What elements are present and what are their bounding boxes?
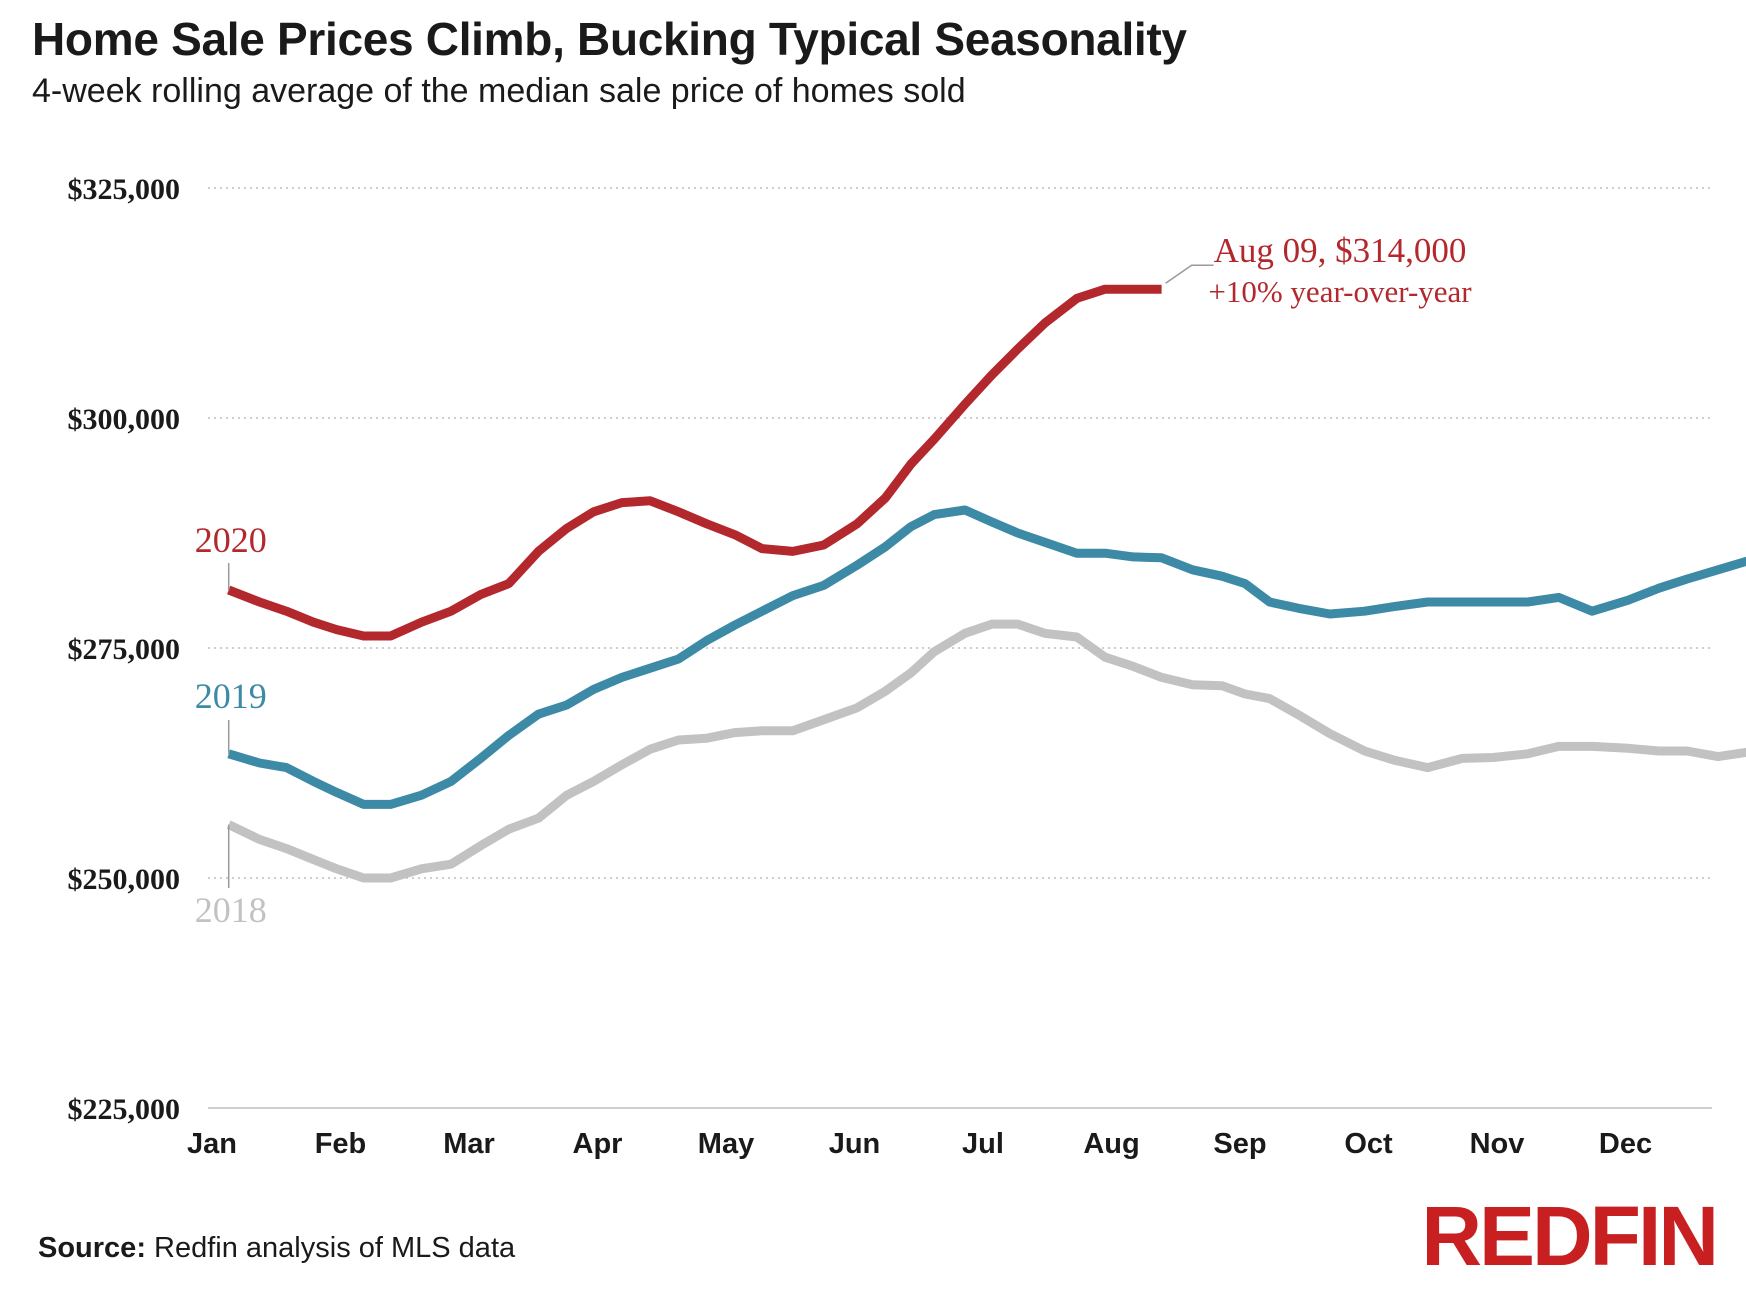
series-label-2018: 2018 <box>195 890 267 930</box>
annotation-line1: Aug 09, $314,000 <box>1214 231 1467 270</box>
x-tick-label: May <box>698 1128 754 1160</box>
x-tick-label: Sep <box>1213 1128 1266 1160</box>
x-tick-label: Feb <box>315 1128 367 1160</box>
x-tick-label: Nov <box>1470 1128 1525 1160</box>
series-lines <box>226 284 1746 883</box>
y-tick-label: $300,000 <box>68 403 181 436</box>
series-line-2020 <box>227 284 1162 641</box>
x-tick-label: Jul <box>962 1128 1004 1160</box>
x-tick-label: Jun <box>829 1128 881 1160</box>
y-axis-ticks: $225,000 $250,000 $275,000 $300,000 $325,000 <box>68 173 181 1126</box>
x-tick-label: Oct <box>1344 1128 1393 1160</box>
chart-subtitle: 4-week rolling average of the median sal… <box>32 72 966 110</box>
series-line-2019 <box>227 505 1746 809</box>
source-text: Redfin analysis of MLS data <box>145 1232 516 1264</box>
x-tick-label: Mar <box>443 1128 495 1160</box>
series-line-2018 <box>226 619 1746 883</box>
y-tick-label: $225,000 <box>68 1093 181 1126</box>
series-labels: 2020 2019 2018 <box>195 520 267 930</box>
y-tick-label: $275,000 <box>68 633 181 666</box>
y-tick-label: $325,000 <box>68 173 181 206</box>
x-axis-ticks: Jan Feb Mar Apr May Jun Jul Aug Sep Oct Nov Dec <box>187 1128 1652 1160</box>
x-tick-label: Aug <box>1083 1128 1139 1160</box>
annotation-line2: +10% year-over-year <box>1208 274 1472 309</box>
x-tick-label: Dec <box>1599 1128 1652 1160</box>
redfin-logo: REDFIN <box>1421 1189 1719 1283</box>
annotation: Aug 09, $314,000 +10% year-over-year <box>1165 231 1472 309</box>
gridlines <box>208 187 1712 1109</box>
series-label-2019: 2019 <box>195 676 267 716</box>
x-tick-label: Jan <box>187 1128 237 1160</box>
source-label: Source: <box>38 1232 146 1264</box>
source-note: Source: Redfin analysis of MLS data <box>38 1232 515 1265</box>
annotation-leader <box>1165 264 1214 284</box>
x-tick-label: Apr <box>573 1128 623 1160</box>
series-label-2020: 2020 <box>195 520 267 560</box>
chart-title: Home Sale Prices Climb, Bucking Typical … <box>32 13 1187 65</box>
y-tick-label: $250,000 <box>68 863 181 896</box>
